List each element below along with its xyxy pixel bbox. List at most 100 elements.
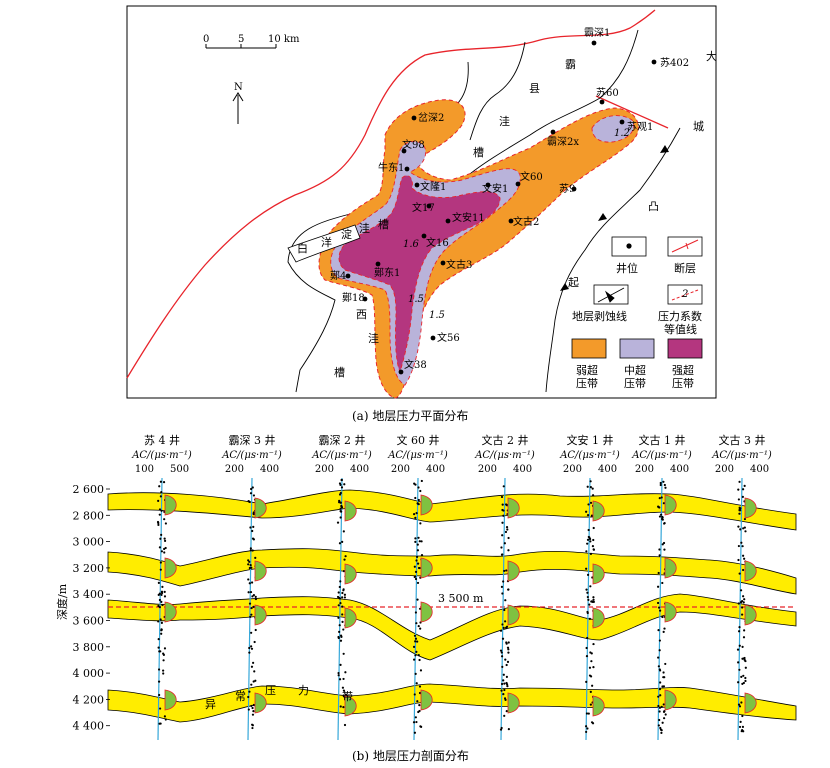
ac-point [592, 666, 595, 669]
ac-point [503, 697, 507, 700]
ac-point [158, 546, 161, 549]
ac-point [656, 601, 660, 605]
ac-point [743, 526, 746, 529]
ac-point [342, 677, 345, 681]
ac-point [159, 618, 162, 621]
well-trace [157, 477, 163, 741]
ac-point [159, 722, 162, 725]
ac-point [657, 724, 660, 727]
section-well: 文古 1 井 AC/(μs·m⁻¹) 200 400 [631, 433, 692, 741]
ac-point [414, 570, 418, 573]
ac-point [588, 666, 592, 669]
ac-point [252, 525, 255, 528]
ac-point [502, 580, 505, 583]
ac-tick: 400 [750, 464, 769, 475]
ac-point [738, 725, 742, 729]
ac-tick: 100 [135, 464, 154, 475]
legend-erosion-label: 地层剥蚀线 [572, 309, 627, 323]
map-well-marker [345, 273, 351, 279]
ac-tick: 400 [598, 464, 617, 475]
map-well-marker [398, 369, 404, 375]
ac-point [738, 572, 741, 575]
map-well-marker [440, 260, 446, 266]
ac-point [501, 623, 504, 626]
ac-point [247, 695, 250, 699]
ac-point [340, 505, 343, 508]
overpressure-anomaly [344, 695, 357, 717]
section-well: 文古 3 井 AC/(μs·m⁻¹) 200 400 [711, 433, 772, 741]
ac-point [252, 605, 255, 608]
section-well: 霸深 3 井 AC/(μs·m⁻¹) 200 400 [221, 433, 282, 741]
ac-point [585, 550, 588, 553]
band-label-char: 力 [298, 684, 309, 697]
ac-point [664, 486, 667, 489]
ac-point [503, 542, 506, 545]
ac-point [739, 528, 742, 531]
ac-point [505, 710, 508, 713]
ac-point [739, 601, 743, 604]
ac-point [344, 671, 347, 674]
ac-point [507, 728, 510, 731]
ac-point [589, 675, 593, 678]
ac-point [252, 710, 255, 713]
ac-point [163, 647, 167, 650]
ac-point [247, 578, 250, 581]
ac-point [585, 654, 589, 658]
ac-point [159, 537, 162, 540]
ac-point [250, 665, 254, 668]
ac-point [417, 653, 420, 657]
ac-point [741, 545, 744, 548]
ac-point [592, 598, 595, 601]
map-well-label: 文16 [426, 236, 449, 249]
ac-point [158, 485, 161, 488]
ac-point [337, 604, 340, 607]
overpressure-anomaly [744, 560, 757, 582]
ac-point [738, 480, 741, 483]
section-wells: 苏 4 井 AC/(μs·m⁻¹) 100 500 霸深 3 井 AC/(μs·m⁻¹) 2… [131, 433, 772, 741]
overpressure-bands [107, 489, 797, 723]
ac-point [157, 680, 161, 683]
ac-point [742, 488, 745, 491]
ac-point [160, 533, 163, 536]
ac-point [417, 536, 420, 539]
ac-point [340, 478, 343, 482]
ac-point [343, 723, 347, 727]
scale-t1: 5 [238, 34, 244, 45]
ac-point [500, 585, 504, 588]
overpressure-anomaly [744, 497, 757, 519]
ac-point [339, 507, 342, 510]
ac-point [251, 529, 254, 533]
ac-point [738, 625, 741, 629]
ac-point [163, 539, 167, 542]
ac-point [252, 512, 255, 515]
ac-point [658, 688, 662, 691]
ac-point [586, 573, 590, 576]
ac-point [159, 568, 162, 571]
ac-point [589, 540, 592, 543]
map-region-char: 槽 [473, 146, 484, 159]
legend-strong-swatch [667, 338, 703, 359]
legend-isoline-sample: 2 [681, 289, 688, 300]
overpressure-anomaly [420, 557, 433, 579]
ac-point [338, 630, 341, 633]
ac-point [341, 596, 344, 599]
ac-point [414, 496, 417, 500]
ac-point [159, 480, 162, 483]
overpressure-anomaly [420, 494, 433, 516]
depth-tick-label: 4 400 [73, 720, 105, 733]
well-trace [737, 477, 743, 741]
boundary-inner [469, 41, 526, 141]
ac-point [500, 726, 503, 730]
ac-point [503, 682, 506, 685]
map-wells: 霸深1 苏402 苏60 苏观1 霸深2x 岔深2 文98 牛东1 文隆1 文17 文安11 文安1 文… [330, 27, 689, 375]
erosion-mark-2 [598, 213, 607, 221]
map-well-marker [651, 59, 657, 65]
ac-point [737, 661, 740, 664]
ac-point [504, 620, 507, 623]
legend-weak-label-2: 压带 [576, 377, 598, 390]
overpressure-anomaly [592, 500, 605, 522]
ac-point [247, 559, 250, 562]
section-well: 文安 1 井 AC/(μs·m⁻¹) 200 400 [559, 433, 620, 741]
ac-point [251, 595, 254, 598]
ac-point [342, 706, 345, 709]
